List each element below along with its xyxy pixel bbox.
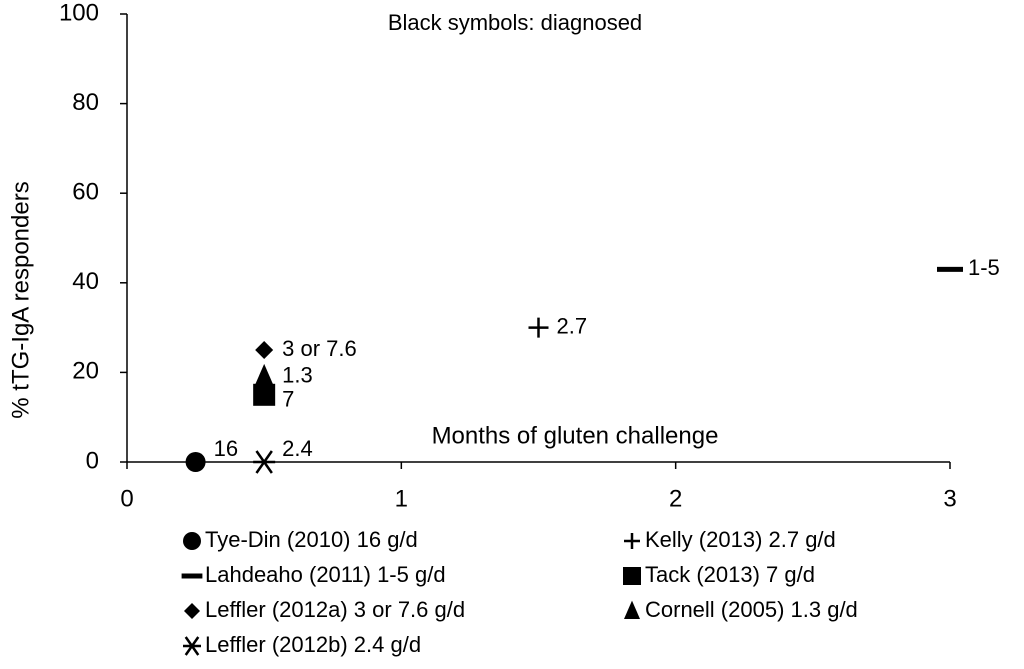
- point-label: 7: [282, 387, 294, 412]
- y-tick-label: 80: [72, 89, 99, 116]
- point-label: 3 or 7.6: [282, 336, 357, 361]
- point-label: 2.4: [282, 436, 313, 461]
- legend-label: Kelly (2013) 2.7 g/d: [645, 527, 836, 552]
- chart-title: Black symbols: diagnosed: [388, 10, 642, 35]
- legend-label: Lahdeaho (2011) 1-5 g/d: [205, 562, 446, 587]
- point-label: 16: [214, 436, 238, 461]
- legend-label: Cornell (2005) 1.3 g/d: [645, 597, 858, 622]
- y-tick-label: 0: [86, 447, 99, 474]
- marker: [183, 636, 201, 656]
- marker: [255, 341, 274, 359]
- marker: [253, 450, 276, 474]
- x-axis-title: Months of gluten challenge: [432, 422, 719, 449]
- marker: [184, 603, 200, 619]
- marker: [528, 317, 549, 338]
- marker: [624, 600, 640, 619]
- point-label: 1-5: [968, 255, 1000, 280]
- marker: [181, 573, 203, 579]
- marker: [937, 266, 963, 272]
- x-tick-label: 0: [120, 485, 133, 512]
- legend-label: Leffler (2012b) 2.4 g/d: [205, 632, 421, 657]
- point-label: 1.3: [282, 363, 313, 388]
- x-tick-label: 2: [669, 485, 682, 512]
- y-tick-label: 20: [72, 358, 99, 385]
- x-tick-label: 3: [943, 485, 956, 512]
- point-label: 2.7: [557, 313, 588, 338]
- y-axis-title: % tTG-IgA responders: [7, 181, 34, 418]
- legend-label: Leffler (2012a) 3 or 7.6 g/d: [205, 597, 465, 622]
- marker: [254, 363, 275, 387]
- y-tick-label: 100: [59, 0, 99, 26]
- marker: [253, 383, 276, 406]
- y-tick-label: 60: [72, 179, 99, 206]
- y-tick-label: 40: [72, 268, 99, 295]
- legend-label: Tye-Din (2010) 16 g/d: [205, 527, 418, 552]
- legend-label: Tack (2013) 7 g/d: [645, 562, 815, 587]
- marker: [624, 533, 640, 549]
- marker: [623, 567, 641, 585]
- x-tick-label: 1: [395, 485, 408, 512]
- marker: [185, 452, 206, 472]
- marker: [183, 532, 201, 550]
